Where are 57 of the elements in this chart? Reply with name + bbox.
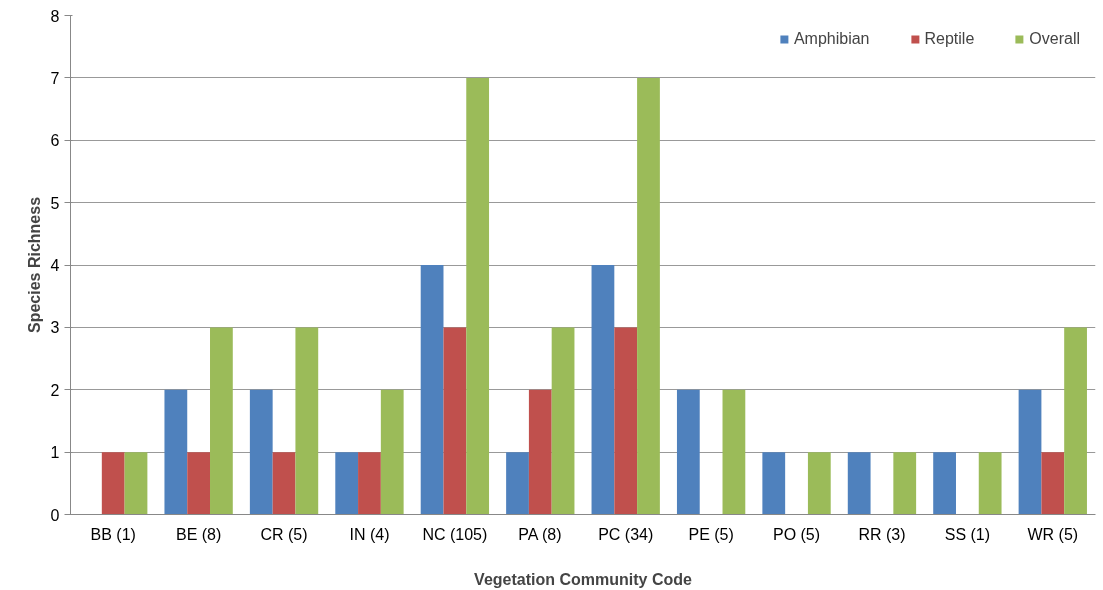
bar — [847, 452, 871, 515]
legend-label: Overall — [1029, 30, 1080, 48]
bar — [380, 389, 404, 515]
bar — [1041, 452, 1065, 515]
x-tick-label: IN (4) — [349, 525, 390, 543]
x-tick-label: SS (1) — [944, 525, 991, 543]
bar — [762, 452, 786, 515]
x-tick-label: WR (5) — [1027, 525, 1079, 543]
x-tick-label: PO (5) — [772, 525, 821, 543]
bar — [420, 265, 444, 515]
x-tick-label: PA (8) — [518, 525, 562, 543]
x-tick-label: BB (1) — [90, 525, 136, 543]
y-tick-label: 8 — [50, 7, 60, 25]
legend-label: Amphibian — [793, 30, 870, 48]
x-tick-label: NC (105) — [422, 525, 488, 543]
x-axis-title: Vegetation Community Code — [474, 570, 692, 588]
bar — [210, 327, 233, 515]
y-tick-label: 1 — [50, 444, 60, 462]
y-tick-label: 0 — [50, 506, 60, 524]
bar — [1064, 327, 1087, 515]
x-tick-label: RR (3) — [858, 525, 906, 543]
bar — [676, 389, 700, 515]
y-tick-label: 2 — [50, 381, 60, 399]
bar — [272, 452, 296, 515]
legend-label: Reptile — [924, 30, 975, 48]
bar — [443, 327, 467, 515]
y-tick-label: 4 — [50, 257, 60, 274]
y-tick-label: 3 — [50, 319, 60, 337]
bar — [591, 265, 615, 515]
bar — [164, 389, 188, 515]
bar — [187, 452, 211, 515]
y-tick-label: 5 — [50, 194, 60, 212]
x-tick-label: BE (8) — [175, 525, 222, 543]
bar — [551, 327, 575, 515]
bar — [933, 452, 956, 515]
x-tick-label: CR (5) — [260, 525, 308, 543]
bar — [295, 327, 319, 515]
bar — [101, 452, 125, 515]
bar — [614, 327, 638, 515]
y-tick-label: 6 — [50, 132, 60, 150]
x-tick-label: PE (5) — [688, 525, 734, 543]
x-tick-label: PC (34) — [598, 525, 654, 543]
bar — [335, 452, 359, 515]
bar — [637, 77, 660, 515]
y-axis-title: Species Richness — [25, 196, 43, 334]
bar — [466, 77, 490, 515]
bar — [506, 452, 529, 515]
bar — [893, 452, 917, 515]
bar — [807, 452, 831, 515]
bar — [528, 389, 552, 515]
bar — [124, 452, 148, 515]
bar — [358, 452, 381, 515]
y-tick-label: 7 — [50, 69, 60, 87]
bar — [722, 389, 746, 515]
bar — [249, 389, 273, 515]
bar — [1018, 389, 1042, 515]
bar — [978, 452, 1002, 515]
